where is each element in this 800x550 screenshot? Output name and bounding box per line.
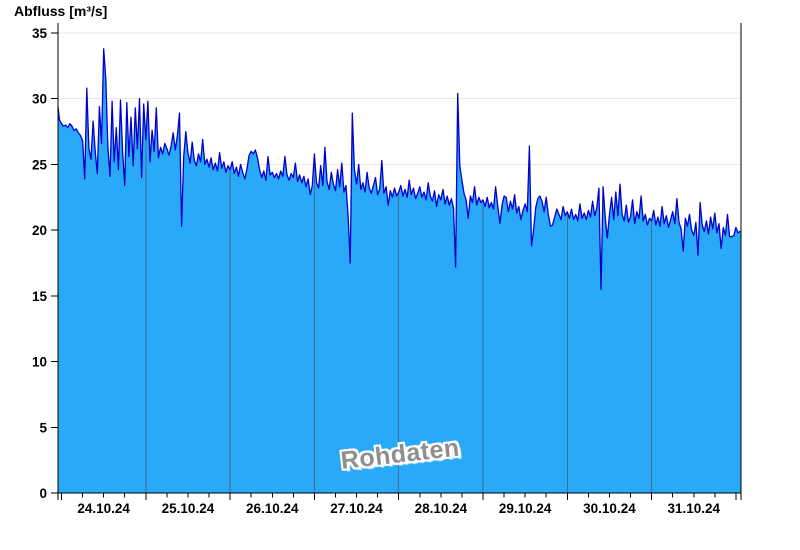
x-tick-label: 28.10.24 [415,501,468,516]
y-tick-label: 5 [39,420,47,435]
x-tick-label: 29.10.24 [499,501,552,516]
y-tick-label: 30 [32,92,47,107]
y-tick-label: 35 [32,26,48,41]
y-tick-label: 25 [32,157,48,172]
x-tick-label: 26.10.24 [246,501,299,516]
y-tick-label: 15 [32,289,48,304]
discharge-line [57,48,741,290]
discharge-area [58,48,741,494]
y-axis-title: Abfluss [m³/s] [14,3,108,19]
x-tick-label: 30.10.24 [583,501,636,516]
x-tick-label: 24.10.24 [77,501,130,516]
x-tick-label: 27.10.24 [330,501,383,516]
y-tick-label: 10 [32,355,47,370]
x-tick-label: 25.10.24 [162,501,215,516]
y-tick-label: 0 [39,486,47,501]
x-tick-label: 31.10.24 [667,501,720,516]
y-tick-label: 20 [32,223,47,238]
